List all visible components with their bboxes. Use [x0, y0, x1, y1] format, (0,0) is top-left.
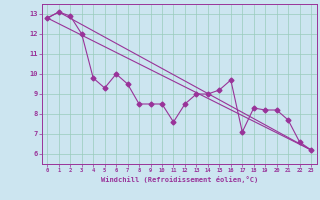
X-axis label: Windchill (Refroidissement éolien,°C): Windchill (Refroidissement éolien,°C) [100, 176, 258, 183]
